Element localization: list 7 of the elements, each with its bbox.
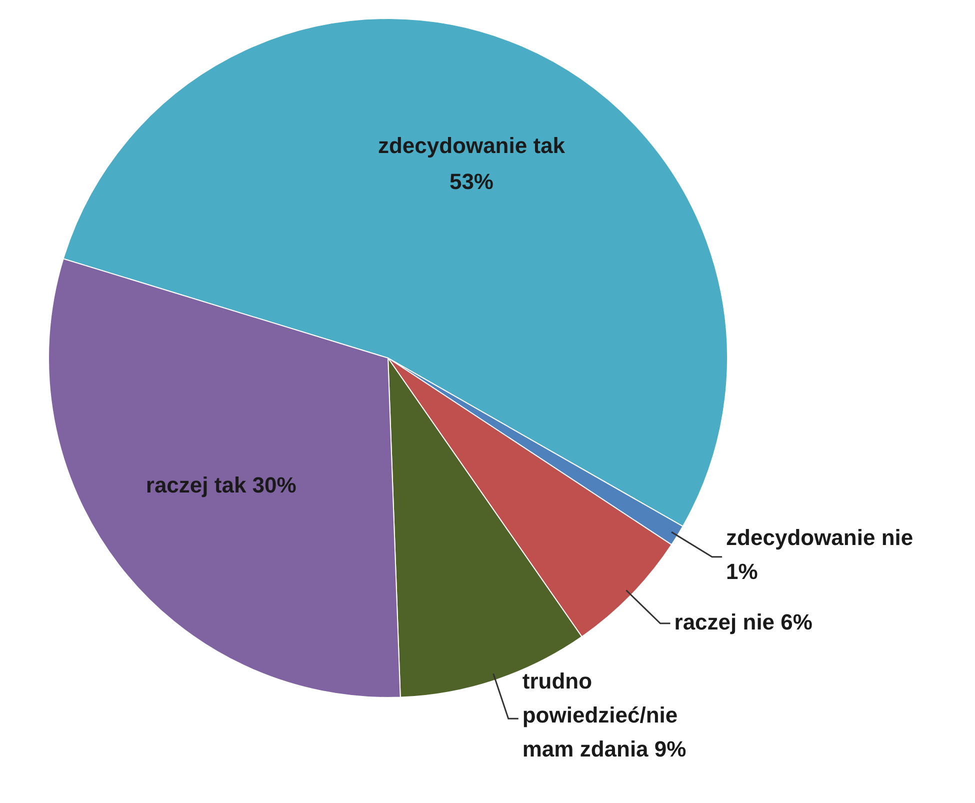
- slice-label: raczej nie 6%: [674, 610, 812, 634]
- data-label: 1%: [726, 558, 758, 584]
- data-label: 53%: [449, 168, 494, 194]
- slice-label: raczej tak 30%: [146, 472, 296, 498]
- slice-label: trudno powiedzieć/nie mam zdania 9%: [522, 668, 686, 762]
- slice-label: zdecydowanie nie: [726, 524, 914, 550]
- slice-label: zdecydowanie tak: [378, 132, 566, 158]
